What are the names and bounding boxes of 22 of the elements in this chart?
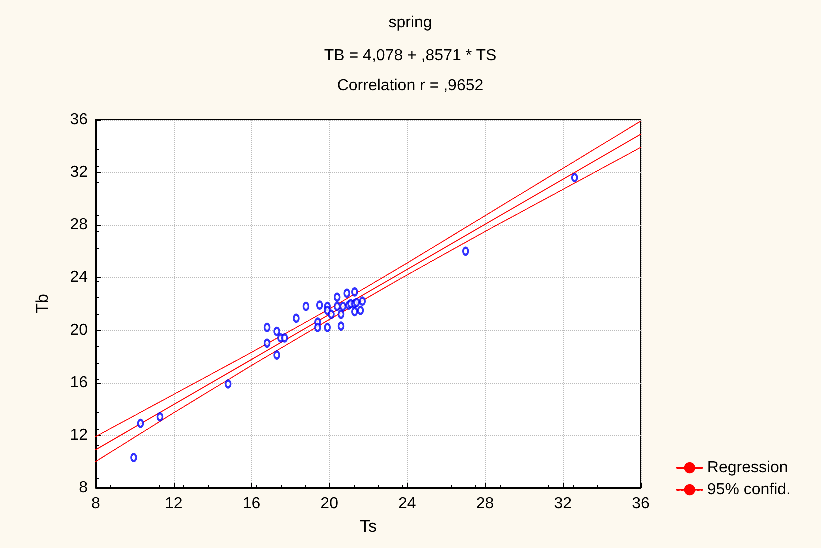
x-tick-label: 20 <box>320 496 339 512</box>
y-axis-title: Tb <box>33 294 52 314</box>
y-tick-label: 20 <box>70 322 88 339</box>
legend-label: Regression <box>707 460 788 476</box>
chart-subtitle: TB = 4,078 + ,8571 * TS Correlation r = ,9652 <box>324 48 497 94</box>
x-tick-label: 12 <box>164 496 183 512</box>
x-axis-title: Ts <box>360 517 377 536</box>
y-tick-label: 24 <box>70 269 88 286</box>
x-tick-label: 8 <box>92 496 101 512</box>
y-tick-label: 28 <box>70 216 88 234</box>
x-tick-label: 24 <box>398 496 416 512</box>
y-tick-label: 12 <box>70 426 88 444</box>
y-tick-label: 16 <box>70 374 88 392</box>
x-tick-label: 36 <box>632 496 650 512</box>
y-tick-label: 8 <box>79 480 88 496</box>
chart-title: spring <box>388 14 432 32</box>
y-tick-label: 32 <box>70 164 88 182</box>
legend-label: 95% confid. <box>707 482 791 498</box>
x-tick-label: 32 <box>554 496 572 512</box>
x-tick-label: 28 <box>476 496 494 512</box>
y-tick-label: 36 <box>70 112 88 128</box>
x-tick-label: 16 <box>242 496 261 512</box>
